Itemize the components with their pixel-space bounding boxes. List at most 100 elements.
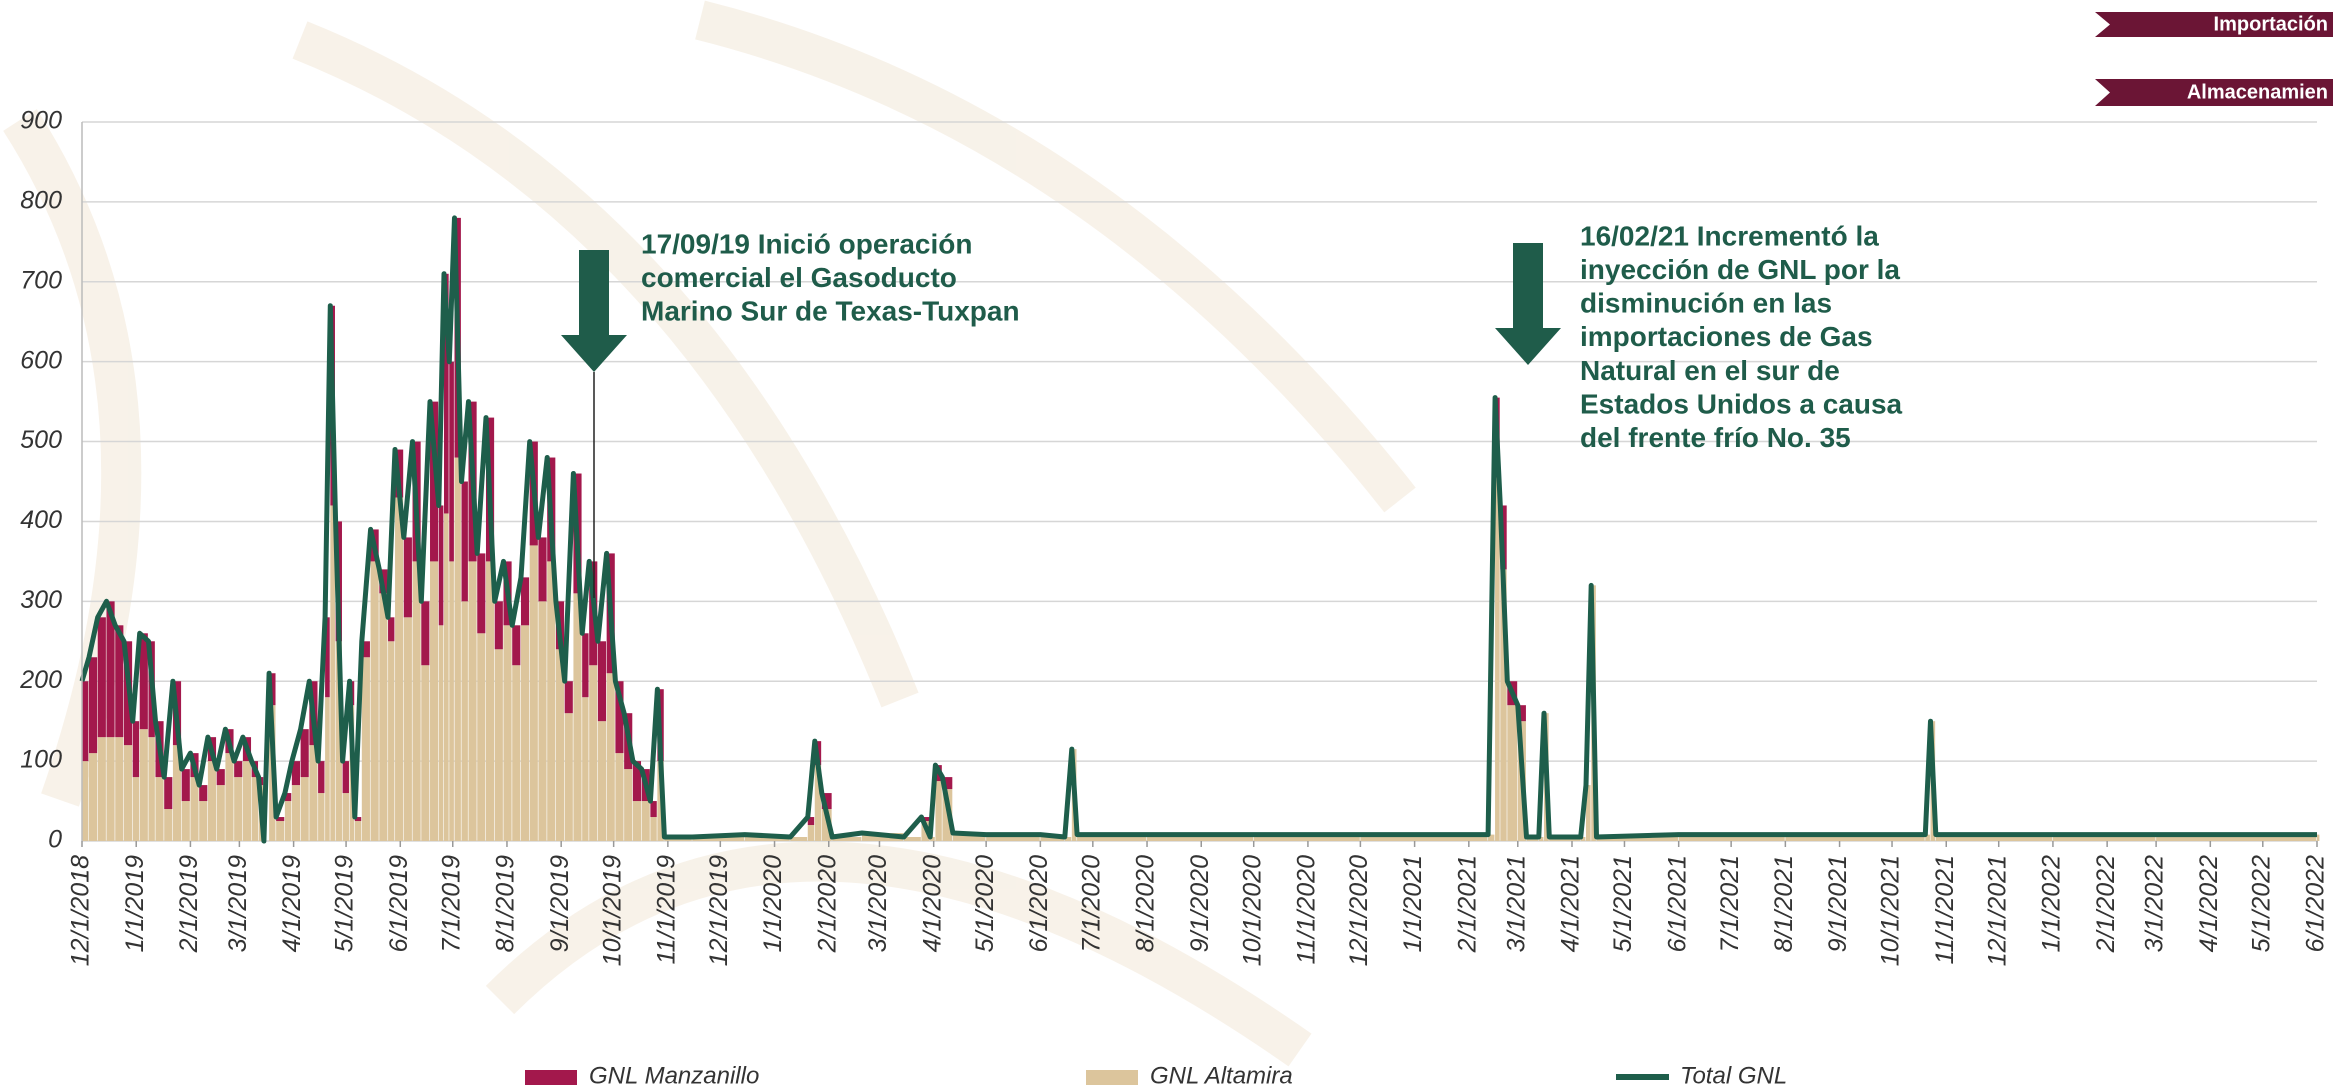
bar: [325, 697, 330, 841]
bar: [243, 761, 251, 841]
annotation-text: inyección de GNL por la: [1580, 254, 1900, 285]
bar: [421, 665, 429, 841]
chart: Importación Almacenamien 17/09/19 Inició…: [0, 0, 2333, 1091]
bar: [140, 729, 148, 841]
y-tick-label: 400: [20, 506, 62, 534]
annotation-text: importaciones de Gas: [1580, 321, 1873, 352]
x-tick-label: 2/1/2019: [175, 855, 203, 953]
bar: [530, 545, 538, 841]
bar: [199, 801, 207, 841]
bar: [155, 777, 163, 841]
bar: [82, 681, 88, 761]
bar: [615, 753, 623, 841]
bar: [598, 721, 606, 841]
bar: [2317, 835, 2319, 841]
y-tick-label: 300: [20, 586, 62, 614]
legend-label: GNL Altamira: [1150, 1062, 1293, 1089]
bar: [1507, 705, 1517, 841]
bar: [343, 793, 349, 841]
bar: [538, 601, 546, 841]
bar: [234, 761, 242, 777]
annotation-text: 17/09/19 Inició operación: [641, 228, 972, 259]
bar: [301, 729, 309, 777]
tab-label[interactable]: Almacenamien: [2187, 81, 2328, 103]
x-tick-label: 8/1/2019: [492, 855, 520, 952]
bar: [512, 625, 520, 665]
bar: [98, 617, 106, 737]
bar: [521, 625, 529, 841]
x-tick-label: 4/1/2019: [278, 855, 306, 952]
x-tick-label: 9/1/2021: [1824, 855, 1852, 952]
x-tick-label: 12/1/2020: [1345, 855, 1373, 966]
annotation-text: comercial el Gasoducto: [641, 262, 957, 293]
bar: [642, 801, 650, 841]
bar: [124, 745, 132, 841]
x-tick-label: 6/1/2020: [1025, 855, 1053, 952]
y-tick-label: 900: [20, 107, 62, 135]
x-tick-label: 8/1/2021: [1770, 855, 1798, 952]
bar: [199, 785, 207, 801]
bar: [449, 561, 454, 841]
x-tick-label: 2/1/2020: [813, 855, 841, 953]
x-tick-label: 5/1/2021: [1609, 855, 1637, 952]
x-tick-label: 3/1/2020: [864, 855, 892, 952]
bar: [217, 785, 225, 841]
x-tick-label: 10/1/2019: [598, 855, 626, 966]
bar: [650, 801, 656, 817]
bar: [468, 561, 476, 841]
bar: [89, 657, 97, 753]
watermark-stroke: [700, 20, 1400, 500]
x-tick-label: 6/1/2021: [1663, 855, 1691, 952]
bar: [633, 801, 641, 841]
bar: [371, 561, 379, 841]
x-tick-label: 11/1/2019: [652, 855, 680, 964]
bar: [133, 721, 139, 777]
bar: [565, 681, 573, 713]
bar: [388, 617, 394, 641]
bar: [148, 737, 154, 841]
y-tick-label: 800: [20, 186, 62, 214]
bar: [582, 633, 588, 697]
bar: [301, 777, 309, 841]
x-tick-label: 5/1/2019: [331, 855, 359, 952]
x-tick-label: 8/1/2020: [1132, 855, 1160, 952]
y-tick-label: 200: [19, 666, 62, 694]
x-tick-label: 7/1/2021: [1716, 855, 1744, 952]
annotation-text: disminución en las: [1580, 288, 1832, 319]
y-tick-label: 700: [20, 266, 62, 294]
bar: [276, 821, 284, 841]
bar: [89, 753, 97, 841]
bar: [598, 641, 606, 721]
bar: [808, 825, 814, 841]
tab-label[interactable]: Importación: [2214, 13, 2328, 35]
legend-label: GNL Manzanillo: [589, 1062, 759, 1089]
legend-swatch: [525, 1070, 577, 1085]
annotation-text: del frente frío No. 35: [1580, 422, 1851, 453]
annotation-text: Marino Sur de Texas-Tuxpan: [641, 296, 1020, 327]
bar: [208, 761, 216, 841]
bar: [461, 482, 467, 602]
x-tick-label: 5/1/2022: [2247, 855, 2275, 952]
bar: [538, 537, 546, 601]
y-tick-label: 500: [20, 426, 62, 454]
bar: [164, 809, 172, 841]
watermark-stroke: [20, 120, 121, 800]
bar: [935, 781, 941, 841]
bar: [449, 362, 454, 562]
x-tick-label: 12/1/2021: [1983, 855, 2011, 966]
bar: [388, 641, 394, 841]
x-tick-label: 1/1/2019: [121, 855, 149, 952]
bar: [495, 601, 503, 649]
bar: [439, 625, 444, 841]
x-tick-label: 1/1/2022: [2038, 855, 2066, 952]
annotation-text: Natural en el sur de: [1580, 355, 1840, 386]
bar: [234, 777, 242, 841]
bar: [624, 769, 632, 841]
bar: [395, 497, 403, 841]
y-tick-label: 600: [20, 346, 62, 374]
bar: [343, 761, 349, 793]
bar: [318, 761, 324, 793]
bar: [477, 553, 485, 633]
annotation-text: 16/02/21 Incrementó la: [1580, 220, 1879, 251]
x-tick-label: 1/1/2020: [759, 855, 787, 952]
